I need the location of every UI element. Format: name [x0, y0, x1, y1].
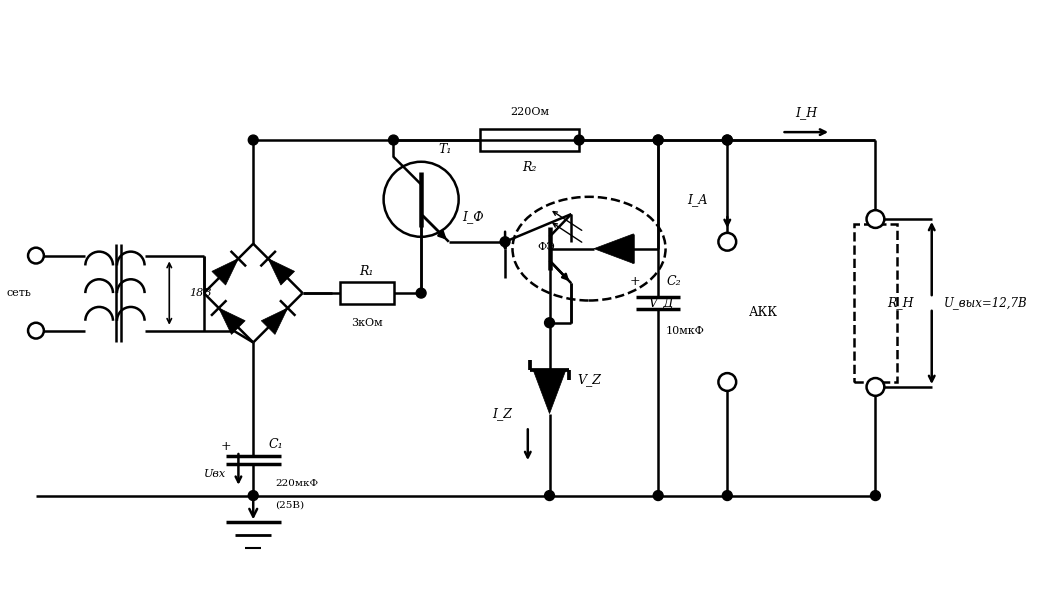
Text: +: + — [221, 440, 231, 453]
Circle shape — [719, 233, 736, 251]
Text: R_Н: R_Н — [887, 297, 914, 309]
Polygon shape — [533, 370, 566, 414]
Text: V_Д: V_Д — [649, 297, 674, 309]
Circle shape — [653, 491, 663, 500]
Polygon shape — [594, 234, 634, 264]
Text: +: + — [630, 275, 640, 288]
Text: C₂: C₂ — [666, 275, 681, 288]
Text: I_Ф: I_Ф — [461, 210, 483, 224]
Text: R₁: R₁ — [360, 265, 374, 278]
Circle shape — [28, 248, 44, 264]
Text: R₂: R₂ — [523, 161, 537, 174]
Text: 220мкФ: 220мкФ — [275, 479, 318, 488]
Circle shape — [723, 491, 732, 500]
Text: U_вых=12,7В: U_вых=12,7В — [943, 297, 1027, 309]
Bar — [340, 282, 394, 304]
Text: 10мкФ: 10мкФ — [666, 326, 705, 336]
Text: I_Z: I_Z — [492, 407, 511, 420]
Circle shape — [388, 135, 399, 145]
Circle shape — [723, 135, 732, 145]
Polygon shape — [219, 308, 245, 335]
Bar — [480, 129, 579, 151]
Circle shape — [248, 491, 258, 500]
Circle shape — [574, 135, 584, 145]
Text: ФЭ: ФЭ — [538, 242, 555, 251]
Circle shape — [653, 135, 663, 145]
Bar — [854, 224, 897, 382]
Text: (25В): (25В) — [275, 501, 304, 510]
Text: 18В: 18В — [189, 288, 211, 298]
Circle shape — [723, 135, 732, 145]
Text: Uвх: Uвх — [204, 469, 226, 479]
Circle shape — [870, 491, 881, 500]
Circle shape — [500, 237, 510, 247]
Text: 220Ом: 220Ом — [510, 107, 549, 118]
Polygon shape — [212, 259, 238, 285]
Text: I_Н: I_Н — [795, 106, 817, 119]
Circle shape — [545, 318, 554, 327]
Text: АКК: АКК — [749, 306, 778, 320]
Text: I_А: I_А — [687, 193, 707, 206]
Polygon shape — [268, 259, 295, 285]
Polygon shape — [262, 308, 288, 335]
Circle shape — [719, 373, 736, 391]
Circle shape — [248, 135, 258, 145]
Text: V_Z: V_Z — [577, 373, 601, 387]
Text: C₁: C₁ — [268, 438, 282, 450]
Circle shape — [545, 491, 554, 500]
Circle shape — [866, 378, 884, 396]
Circle shape — [653, 135, 663, 145]
Circle shape — [866, 210, 884, 228]
Circle shape — [416, 288, 426, 298]
Text: 3кОм: 3кОм — [351, 318, 383, 328]
Text: сеть: сеть — [6, 288, 31, 298]
Circle shape — [28, 323, 44, 338]
Text: T₁: T₁ — [439, 144, 452, 156]
